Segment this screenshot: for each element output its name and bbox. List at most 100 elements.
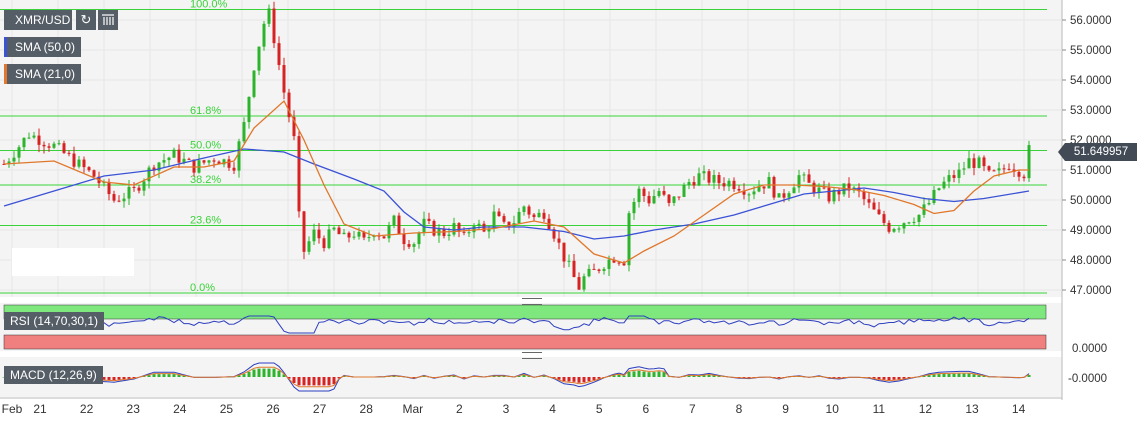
candle-body	[987, 166, 991, 171]
candle-body	[622, 263, 626, 266]
candle-body	[162, 160, 166, 163]
candle-body	[552, 229, 556, 239]
candle-body	[217, 161, 221, 165]
candle-body	[302, 211, 306, 252]
candle-body	[612, 259, 616, 263]
price-tick-label: 47.0000	[1070, 285, 1112, 297]
candle-body	[862, 191, 866, 200]
candle-body	[37, 135, 41, 145]
macd-histogram-bar	[922, 375, 926, 377]
candle-body	[72, 153, 76, 167]
macd-histogram-bar	[247, 371, 251, 377]
macd-histogram-bar	[282, 374, 286, 377]
macd-histogram-bar	[497, 376, 501, 377]
macd-histogram-bar	[182, 375, 186, 377]
macd-histogram-bar	[337, 377, 341, 379]
candle-body	[952, 175, 956, 178]
rsi-indicator	[3, 304, 1047, 350]
macd-label[interactable]: MACD (12,26,9)	[4, 366, 103, 384]
candle-body	[312, 229, 316, 242]
candle-body	[402, 233, 406, 245]
candle-body	[202, 160, 206, 163]
date-tick-label: 26	[266, 402, 280, 416]
candle-body	[822, 187, 826, 189]
macd-histogram-bar	[142, 376, 146, 377]
candle-body	[107, 181, 111, 195]
candle-body	[132, 186, 136, 188]
macd-histogram-bar	[157, 374, 161, 377]
candle-body	[877, 209, 881, 215]
macd-histogram-bar	[237, 375, 241, 377]
candle-body	[582, 276, 586, 290]
macd-histogram-bar	[717, 376, 721, 377]
indicators-icon[interactable]	[98, 10, 118, 30]
refresh-icon[interactable]: ↻	[76, 10, 96, 30]
symbol-label[interactable]: XMR/USD	[4, 10, 72, 30]
candle-body	[577, 277, 581, 290]
fib-level-label: 100.0%	[190, 0, 228, 11]
macd-histogram-bar	[707, 374, 711, 377]
price-tick-label: 51.0000	[1070, 165, 1112, 177]
candle-body	[947, 175, 951, 182]
date-tick-label: 23	[127, 402, 141, 416]
date-tick-label: 7	[689, 402, 696, 416]
sma50-legend[interactable]: SMA (50,0)	[4, 37, 82, 57]
rsi-label[interactable]: RSI (14,70,30,1)	[4, 312, 105, 330]
candle-body	[112, 194, 116, 201]
macd-histogram-bar	[837, 377, 841, 379]
candle-body	[297, 136, 301, 212]
candle-body	[502, 216, 506, 222]
candle-body	[712, 175, 716, 183]
macd-resize-handle[interactable]	[522, 352, 542, 359]
macd-histogram-bar	[632, 371, 636, 377]
candle-body	[152, 167, 156, 171]
date-tick-label: 14	[1012, 402, 1026, 416]
candle-body	[887, 222, 891, 232]
candle-body	[82, 159, 86, 168]
macd-histogram-bar	[292, 377, 296, 383]
price-tick-label: 50.0000	[1070, 195, 1112, 207]
macd-histogram-bar	[267, 368, 271, 377]
macd-axis-tick: -0.0000	[1068, 373, 1107, 385]
candle-body	[827, 187, 831, 202]
candle-body	[127, 186, 131, 199]
macd-histogram-bar	[307, 377, 311, 386]
rsi-resize-handle[interactable]	[522, 298, 542, 305]
price-tick-label: 56.0000	[1070, 15, 1112, 27]
candle-body	[92, 170, 96, 177]
candle-body	[392, 215, 396, 226]
candle-body	[1002, 168, 1006, 170]
candle-body	[307, 241, 311, 252]
candle-body	[587, 268, 591, 277]
macd-histogram-bar	[542, 375, 546, 377]
macd-indicator	[2, 362, 1031, 392]
macd-histogram-bar	[622, 375, 626, 377]
candle-body	[797, 175, 801, 188]
candle-body	[362, 231, 366, 238]
sma21-legend[interactable]: SMA (21,0)	[4, 64, 82, 84]
candle-body	[22, 137, 26, 148]
candle-body	[732, 180, 736, 190]
candle-body	[517, 211, 521, 224]
candle-body	[1022, 176, 1026, 179]
candle-body	[632, 202, 636, 214]
macd-histogram-bar	[617, 374, 621, 377]
macd-histogram-bar	[272, 368, 276, 377]
candle-body	[772, 177, 776, 198]
candle-body	[722, 183, 726, 187]
blank-overlay	[12, 248, 134, 276]
macd-histogram-bar	[877, 377, 881, 380]
macd-histogram-bar	[327, 377, 331, 386]
candle-body	[802, 174, 806, 176]
rsi-line	[3, 315, 1030, 334]
candle-body	[592, 268, 596, 270]
candle-body	[122, 198, 126, 202]
candle-body	[212, 160, 216, 162]
macd-histogram-bar	[102, 377, 106, 380]
fib-level-label: 38.2%	[190, 174, 221, 186]
macd-histogram-bar	[552, 377, 556, 378]
macd-histogram-bar	[947, 373, 951, 377]
macd-histogram-bar	[557, 377, 561, 380]
candle-body	[87, 167, 91, 171]
candle-body	[497, 211, 501, 217]
